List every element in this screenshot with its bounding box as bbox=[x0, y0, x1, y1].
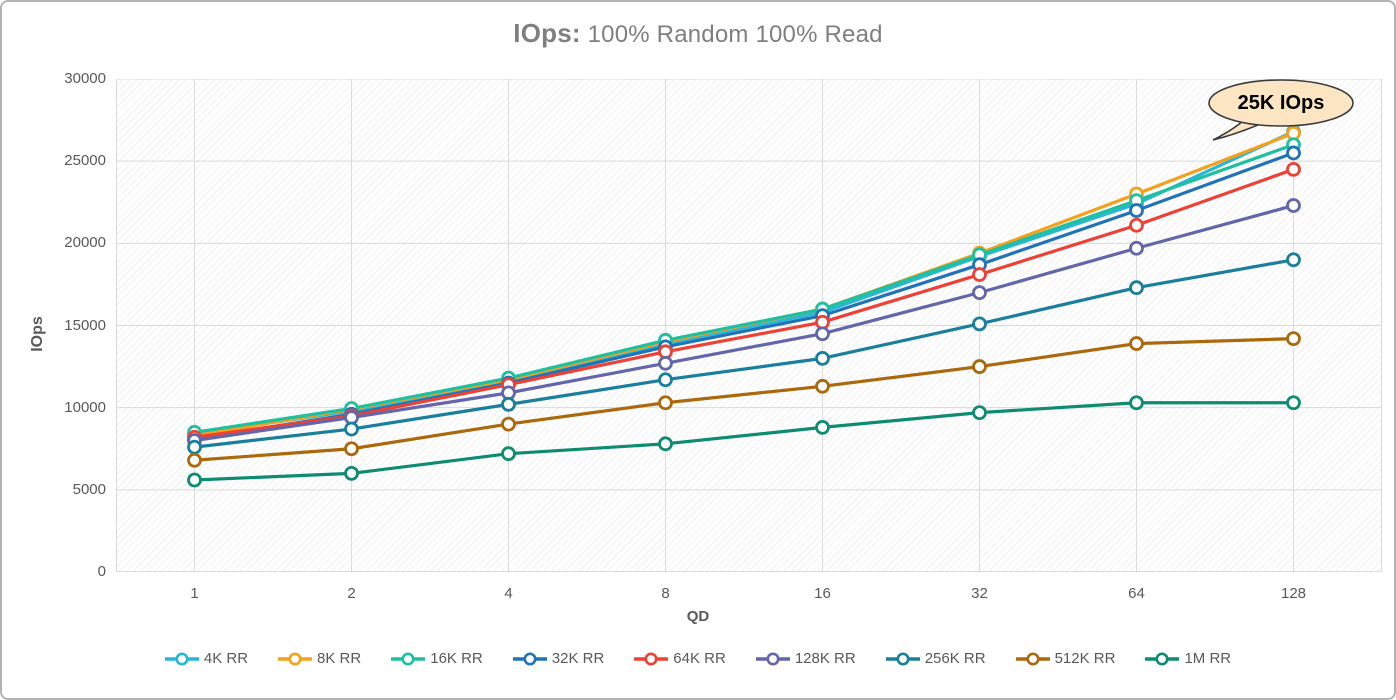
x-tick-label: 32 bbox=[971, 585, 988, 602]
chart-title: IOps: 100% Random 100% Read bbox=[2, 18, 1394, 49]
x-axis-title: QD bbox=[686, 608, 710, 625]
y-tick-label: 0 bbox=[97, 563, 106, 580]
data-point-marker bbox=[658, 372, 673, 388]
data-point-marker bbox=[1286, 145, 1301, 161]
series-line-512k-rr bbox=[192, 337, 1296, 462]
series-line-256k-rr bbox=[192, 258, 1296, 449]
y-tick-label: 30000 bbox=[64, 70, 106, 87]
data-point-marker bbox=[1129, 280, 1144, 296]
series-line-32k-rr bbox=[192, 151, 1296, 441]
legend-item-4k-rr: 4K RR bbox=[164, 650, 249, 667]
legend-marker-icon bbox=[164, 652, 199, 665]
x-tick-label: 16 bbox=[814, 585, 831, 602]
legend-label: 512K RR bbox=[1054, 650, 1116, 667]
y-tick-label: 10000 bbox=[64, 398, 106, 416]
legend-label: 64K RR bbox=[673, 650, 726, 667]
x-tick-label: 8 bbox=[661, 585, 670, 602]
legend-label: 128K RR bbox=[794, 650, 856, 667]
data-point-marker bbox=[972, 267, 987, 282]
data-point-marker bbox=[501, 416, 516, 432]
legend-label: 16K RR bbox=[430, 650, 483, 667]
legend-marker-icon bbox=[1015, 652, 1050, 665]
legend-item-128k-rr: 128K RR bbox=[755, 650, 856, 667]
data-point-marker bbox=[815, 378, 830, 394]
x-tick-label: 128 bbox=[1280, 585, 1307, 602]
data-point-marker bbox=[1286, 395, 1301, 411]
data-point-marker bbox=[658, 436, 673, 452]
data-point-marker bbox=[815, 419, 830, 435]
legend-marker-icon bbox=[391, 652, 426, 665]
y-tick-label: 25000 bbox=[64, 152, 106, 170]
plot-svg bbox=[116, 78, 1382, 573]
data-point-marker bbox=[1129, 240, 1144, 256]
data-point-marker bbox=[501, 396, 516, 412]
legend-item-8k-rr: 8K RR bbox=[278, 650, 361, 667]
legend-label: 256K RR bbox=[924, 650, 986, 667]
series-line-4k-rr bbox=[192, 129, 1296, 436]
legend-item-32k-rr: 32K RR bbox=[512, 650, 605, 667]
series-line-16k-rr bbox=[192, 143, 1296, 434]
data-point-marker bbox=[1129, 336, 1144, 351]
series-line-64k-rr bbox=[192, 167, 1296, 439]
legend-marker-icon bbox=[885, 652, 920, 665]
plot-area bbox=[116, 78, 1382, 573]
legend-label: 1M RR bbox=[1184, 650, 1232, 667]
x-tick-label: 2 bbox=[347, 585, 356, 602]
y-tick-label: 5000 bbox=[72, 480, 106, 498]
legend-item-64k-rr: 64K RR bbox=[634, 650, 726, 667]
chart-title-bold: IOps: bbox=[513, 18, 581, 48]
data-point-marker bbox=[1286, 252, 1301, 268]
legend-item-1m-rr: 1M RR bbox=[1145, 650, 1231, 667]
data-point-marker bbox=[1129, 203, 1144, 218]
legend-label: 4K RR bbox=[203, 650, 249, 667]
legend-marker-icon bbox=[634, 652, 669, 665]
legend-label: 32K RR bbox=[551, 650, 605, 667]
data-point-marker bbox=[658, 395, 673, 411]
data-point-marker bbox=[1286, 161, 1301, 177]
data-point-marker bbox=[344, 441, 359, 457]
data-point-marker bbox=[1129, 395, 1144, 411]
data-point-marker bbox=[501, 446, 516, 462]
callout-bubble-shape bbox=[1208, 79, 1354, 141]
legend: 4K RR 8K RR 16K RR 32K RR 64K RR 128K RR 256K … bbox=[2, 650, 1394, 667]
data-point-marker bbox=[1129, 217, 1144, 233]
legend-label: 8K RR bbox=[317, 650, 362, 667]
data-point-marker bbox=[344, 465, 359, 481]
annotation-text: 25K IOps bbox=[1237, 92, 1325, 114]
data-point-marker bbox=[187, 472, 202, 488]
legend-marker-icon bbox=[1145, 652, 1180, 665]
series-line-1m-rr bbox=[192, 401, 1296, 482]
data-point-marker bbox=[187, 439, 202, 455]
annotation-callout: 25K IOps bbox=[1205, 78, 1369, 144]
legend-marker-icon bbox=[512, 652, 547, 665]
y-tick-label: 15000 bbox=[64, 316, 106, 334]
x-tick-label: 4 bbox=[504, 585, 513, 602]
legend-item-256k-rr: 256K RR bbox=[885, 650, 986, 667]
data-point-marker bbox=[972, 316, 987, 332]
series-line-128k-rr bbox=[192, 203, 1296, 443]
data-point-marker bbox=[187, 452, 202, 468]
data-point-marker bbox=[972, 285, 987, 301]
data-point-marker bbox=[658, 355, 673, 371]
chart-title-regular: 100% Random 100% Read bbox=[587, 21, 883, 48]
data-point-marker bbox=[344, 421, 359, 437]
legend-marker-icon bbox=[755, 652, 790, 665]
y-tick-label: 20000 bbox=[64, 234, 106, 252]
data-point-marker bbox=[972, 359, 987, 374]
x-tick-label: 1 bbox=[190, 585, 199, 602]
data-point-marker bbox=[815, 326, 830, 342]
data-point-marker bbox=[1286, 331, 1301, 347]
data-point-marker bbox=[1286, 198, 1301, 213]
legend-marker-icon bbox=[278, 652, 313, 665]
data-point-marker bbox=[972, 405, 987, 420]
legend-item-512k-rr: 512K RR bbox=[1015, 650, 1116, 667]
legend-item-16k-rr: 16K RR bbox=[391, 650, 483, 667]
x-tick-label: 64 bbox=[1128, 585, 1145, 602]
data-point-marker bbox=[815, 350, 830, 366]
